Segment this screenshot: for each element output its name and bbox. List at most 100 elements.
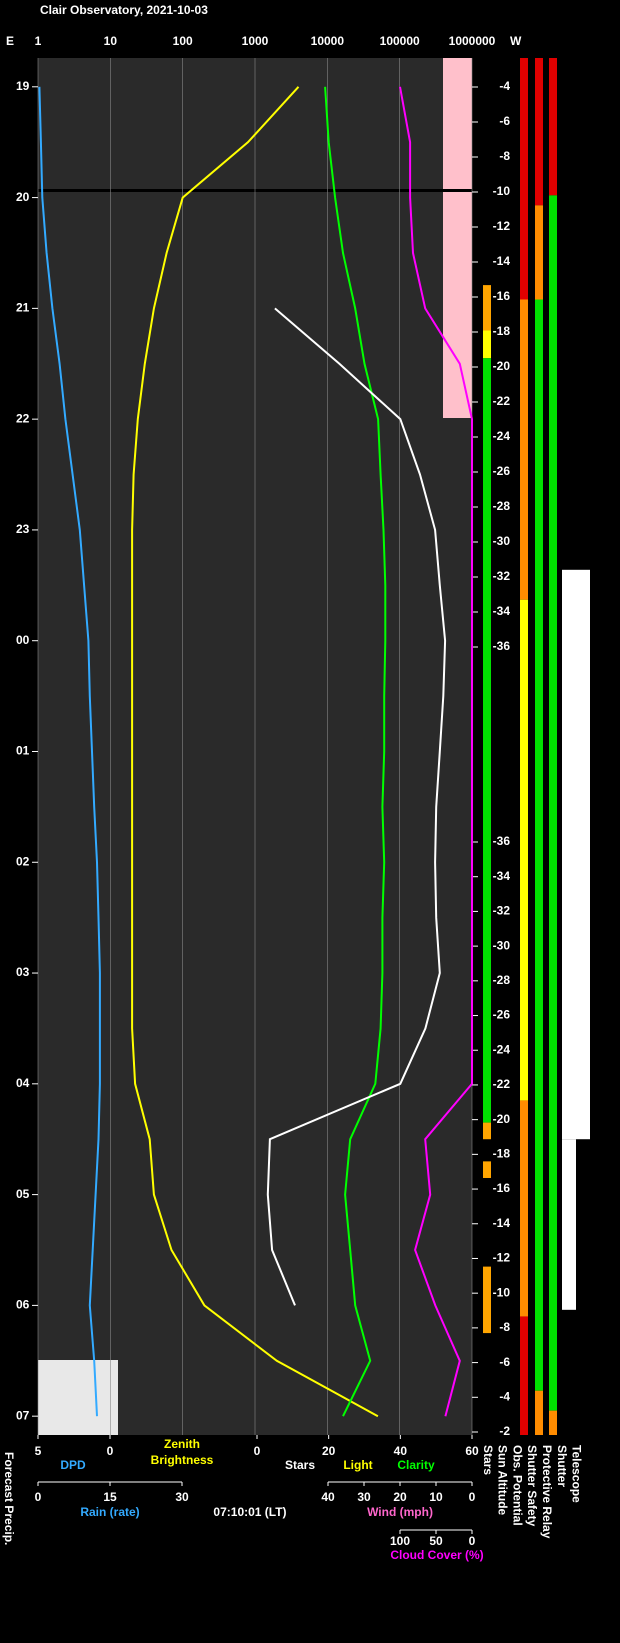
sun-altitude-label: -22 (493, 394, 511, 408)
series-line (399, 86, 473, 1417)
hour-label: 22 (16, 411, 30, 425)
top-tick-label: 10000 (311, 34, 345, 48)
status-label: Sun Altitude (496, 1445, 510, 1516)
forecast-label: Forecast Precip. (2, 1452, 16, 1545)
hour-label: 06 (16, 1298, 30, 1312)
axis-label: Light (343, 1458, 372, 1472)
hour-label: 04 (16, 1076, 30, 1090)
axis-tick-label: 0 (107, 1444, 114, 1458)
status-label: Obs. Potential (510, 1445, 524, 1526)
sun-altitude-label: -22 (493, 1077, 511, 1091)
sun-altitude-label: -20 (493, 1112, 511, 1126)
status-segment (520, 599, 528, 1101)
status-label: Protective Relay (540, 1445, 554, 1539)
status-segment (562, 569, 590, 1140)
series-line (131, 86, 379, 1418)
sun-altitude-label: -8 (499, 149, 510, 163)
status-label: Stars (481, 1445, 495, 1475)
chart-title: Clair Observatory, 2021-10-03 (40, 3, 208, 17)
hour-label: 02 (16, 854, 30, 868)
axis-tick-label: 20 (322, 1444, 336, 1458)
sun-altitude-label: -28 (493, 499, 511, 513)
hour-label: 07 (16, 1408, 30, 1422)
top-tick-label: 10 (104, 34, 118, 48)
status-segment (535, 299, 543, 1391)
axis-tick-label: 40 (321, 1490, 335, 1504)
sun-altitude-label: -10 (493, 1285, 511, 1299)
status-segment (483, 1266, 491, 1334)
hour-label: 21 (16, 301, 30, 315)
top-tick-label: 1000 (242, 34, 269, 48)
top-tick-label: 100000 (380, 34, 420, 48)
hour-label: 00 (16, 633, 30, 647)
sun-altitude-label: -20 (493, 359, 511, 373)
axis-tick-label: 40 (394, 1444, 408, 1458)
sun-altitude-label: -16 (493, 1181, 511, 1195)
sun-altitude-label: -36 (493, 834, 511, 848)
status-label: Shutter (555, 1445, 569, 1487)
top-tick-label: 1000000 (449, 34, 496, 48)
status-segment (535, 58, 543, 206)
axis-tick-label: 50 (429, 1534, 443, 1548)
edge-label: E (6, 34, 14, 48)
hour-label: 05 (16, 1187, 30, 1201)
axis-label: Clarity (397, 1458, 435, 1472)
sun-altitude-label: -32 (493, 904, 511, 918)
status-segment (483, 1161, 491, 1178)
sky-image-bright (38, 1360, 118, 1435)
series-line (38, 86, 101, 1417)
axis-label: Brightness (151, 1453, 214, 1467)
axis-tick-label: 0 (469, 1534, 476, 1548)
sun-altitude-label: -24 (493, 429, 511, 443)
axis-tick-label: 20 (393, 1490, 407, 1504)
status-label: Shutter Safety (525, 1445, 539, 1527)
sun-altitude-label: -4 (499, 1389, 510, 1403)
status-segment (520, 1316, 528, 1435)
hour-label: 20 (16, 190, 30, 204)
status-segment (535, 1390, 543, 1435)
hour-label: 03 (16, 965, 30, 979)
hour-label: 01 (16, 744, 30, 758)
status-segment (483, 358, 491, 1123)
status-segment (520, 58, 528, 300)
axis-label: Cloud Cover (%) (390, 1548, 483, 1562)
status-segment (549, 195, 557, 1411)
axis-tick-label: 10 (429, 1490, 443, 1504)
axis-tick-label: 60 (465, 1444, 479, 1458)
axis-label: Zenith (164, 1437, 200, 1451)
axis-label: DPD (60, 1458, 86, 1472)
sun-altitude-label: -12 (493, 1251, 511, 1265)
sun-altitude-label: -18 (493, 1147, 511, 1161)
edge-label: W (510, 34, 522, 48)
sun-altitude-label: -6 (499, 1355, 510, 1369)
sun-altitude-label: -24 (493, 1042, 511, 1056)
status-segment (483, 285, 491, 331)
axis-label: Rain (rate) (80, 1505, 139, 1519)
axis-tick-label: 30 (175, 1490, 189, 1504)
status-segment (483, 330, 491, 359)
sun-altitude-label: -30 (493, 938, 511, 952)
axis-label: Stars (285, 1458, 315, 1472)
status-segment (483, 1122, 491, 1140)
hour-label: 23 (16, 522, 30, 536)
sun-altitude-label: -14 (493, 254, 511, 268)
series-line (266, 307, 447, 1306)
axis-label: Wind (mph) (367, 1505, 433, 1519)
sun-altitude-label: -8 (499, 1320, 510, 1334)
axis-tick-label: 5 (35, 1444, 42, 1458)
sun-altitude-label: -18 (493, 324, 511, 338)
axis-tick-label: 0 (254, 1444, 261, 1458)
axis-tick-label: 100 (390, 1534, 410, 1548)
series-line (324, 86, 387, 1417)
status-segment (535, 205, 543, 300)
sun-altitude-label: -12 (493, 219, 511, 233)
axis-tick-label: 0 (469, 1490, 476, 1504)
sun-altitude-label: -2 (499, 1424, 510, 1438)
sun-altitude-label: -26 (493, 1008, 511, 1022)
hour-label: 19 (16, 79, 30, 93)
sun-altitude-label: -34 (493, 604, 511, 618)
status-segment (549, 58, 557, 196)
timestamp: 07:10:01 (LT) (213, 1505, 286, 1519)
top-tick-label: 100 (173, 34, 193, 48)
